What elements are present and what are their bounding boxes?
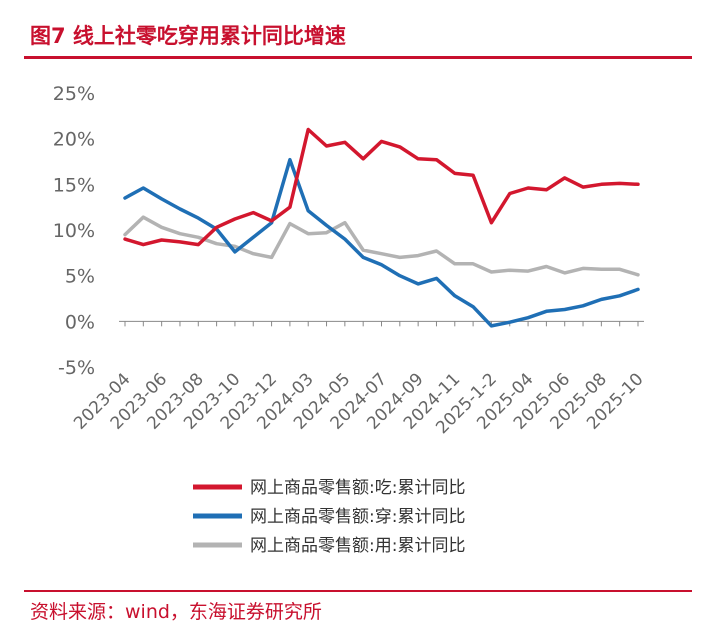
series-line-daily (123, 215, 640, 277)
series-line-clothing (123, 157, 640, 328)
y-tick-label: -5% (58, 357, 95, 379)
line-chart: 25% 20% 15% 10% 5% 0% -5% 2023-042023-062023-0… (53, 83, 648, 556)
y-tick-label: 20% (53, 129, 95, 151)
legend-label-food: 网上商品零售额:吃:累计同比 (250, 478, 465, 498)
series-line-food (123, 127, 640, 247)
y-axis-ticks: 25% 20% 15% 10% 5% 0% -5% (53, 83, 95, 379)
y-tick-label: 25% (53, 83, 95, 105)
y-tick-label: 0% (65, 311, 95, 333)
legend-label-daily: 网上商品零售额:用:累计同比 (250, 536, 465, 556)
x-axis (119, 320, 644, 327)
y-tick-label: 15% (53, 174, 95, 196)
title-divider (24, 56, 692, 59)
chart-title: 图7 线上社零吃穿用累计同比增速 (30, 24, 346, 48)
source-note: 资料来源：wind，东海证券研究所 (30, 601, 322, 623)
series-lines (123, 127, 640, 328)
y-tick-label: 5% (65, 266, 95, 288)
legend: 网上商品零售额:吃:累计同比网上商品零售额:穿:累计同比网上商品零售额:用:累计… (193, 478, 465, 556)
source-divider (24, 590, 692, 592)
legend-label-clothing: 网上商品零售额:穿:累计同比 (250, 507, 465, 527)
x-axis-ticks: 2023-042023-062023-082023-102023-122024-… (70, 369, 647, 438)
y-tick-label: 10% (53, 220, 95, 242)
